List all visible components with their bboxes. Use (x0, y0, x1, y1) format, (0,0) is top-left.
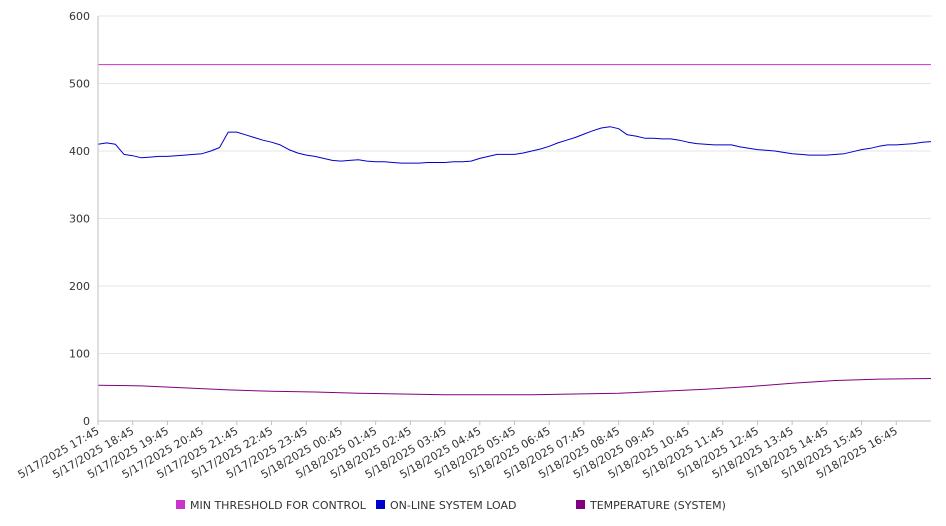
y-tick-label: 400 (69, 145, 90, 158)
legend-swatch (176, 500, 185, 509)
y-tick-label: 100 (69, 348, 90, 361)
legend-label: MIN THRESHOLD FOR CONTROL (190, 499, 367, 512)
x-axis-ticks: 5/17/2025 17:455/17/2025 18:455/17/2025 … (16, 421, 900, 481)
legend-swatch (376, 500, 385, 509)
series-lines (97, 64, 932, 396)
y-tick-label: 200 (69, 280, 90, 293)
series-line-temperature-system (97, 378, 932, 396)
legend-label: ON-LINE SYSTEM LOAD (390, 499, 516, 512)
y-tick-label: 600 (69, 10, 90, 23)
legend-swatch (576, 500, 585, 509)
legend-label: TEMPERATURE (SYSTEM) (589, 499, 726, 512)
series-line-on-line-system-load (97, 126, 932, 164)
y-tick-label: 500 (69, 78, 90, 91)
y-tick-label: 300 (69, 213, 90, 226)
legend: MIN THRESHOLD FOR CONTROL ON-LINE SYSTEM … (176, 499, 726, 512)
grid-lines (98, 15, 931, 354)
y-tick-label: 0 (83, 415, 90, 428)
y-axis-ticks: 0 100 200 300 400 500 600 (69, 10, 90, 428)
